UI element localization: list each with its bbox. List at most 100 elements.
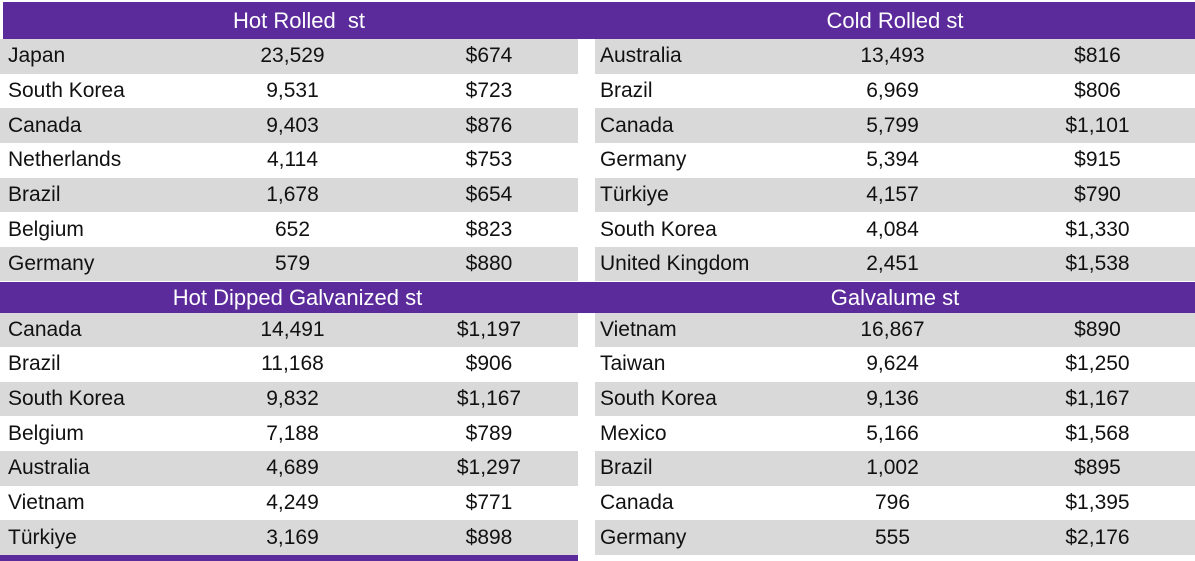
price-cell: $1,197: [456, 317, 522, 341]
price-cell: $790: [1074, 182, 1121, 206]
table-row: Vietnam 4,249 $771 Canada 796 $1,395: [0, 485, 1195, 521]
table-row: Japan 23,529 $674 Australia 13,493 $816: [0, 39, 1195, 74]
table-row: Belgium 7,188 $789 Mexico 5,166 $1,568: [0, 416, 1195, 452]
table-row: Brazil 11,168 $906 Taiwan 9,624 $1,250: [0, 347, 1195, 382]
hot-dipped-galvanized-row: Brazil 11,168 $906: [0, 347, 578, 382]
country-cell: South Korea: [600, 387, 717, 411]
country-cell: Brazil: [8, 182, 61, 206]
price-cell: $890: [1074, 317, 1121, 341]
table-row: Brazil 1,678 $654 Türkiye 4,157 $790: [0, 177, 1195, 213]
quantity-cell: 11,168: [261, 352, 324, 376]
country-cell: Taiwan: [600, 352, 666, 376]
price-cell: $906: [465, 352, 513, 376]
price-cell: $1,101: [1065, 113, 1130, 137]
galvalume-row: Mexico 5,166 $1,568: [595, 416, 1195, 451]
price-cell: $1,167: [456, 387, 522, 411]
galvalume-row: Brazil 1,002 $895: [595, 451, 1195, 486]
table-row: Türkiye 3,169 $898 Germany 555 $2,176: [0, 520, 1195, 555]
price-cell: $1,538: [1065, 252, 1130, 276]
table-gap: [578, 381, 595, 417]
table-gap: [578, 73, 595, 109]
quantity-cell: 9,403: [266, 113, 319, 137]
quantity-cell: 4,689: [266, 456, 319, 480]
price-cell: $898: [465, 525, 513, 549]
quantity-cell: 7,188: [266, 421, 319, 445]
hot-rolled-row: Belgium 652 $823: [0, 212, 578, 247]
country-cell: Türkiye: [600, 182, 669, 206]
quantity-cell: 4,249: [266, 491, 319, 515]
quantity-cell: 555: [874, 525, 911, 549]
quantity-cell: 1,678: [266, 182, 319, 206]
table-gap: [578, 39, 595, 74]
rows-block-top: Japan 23,529 $674 Australia 13,493 $816 South …: [0, 39, 1195, 282]
country-cell: Belgium: [8, 217, 84, 241]
price-cell: $771: [465, 491, 513, 515]
price-cell: $816: [1074, 44, 1121, 68]
price-cell: $806: [1074, 78, 1121, 102]
country-cell: Vietnam: [8, 491, 85, 515]
quantity-cell: 579: [274, 252, 311, 276]
country-cell: Belgium: [8, 421, 84, 445]
country-cell: Brazil: [600, 78, 653, 102]
country-cell: Australia: [600, 44, 682, 68]
country-cell: Brazil: [600, 456, 653, 480]
quantity-cell: 13,493: [860, 44, 925, 68]
price-cell: $1,395: [1065, 491, 1130, 515]
quantity-cell: 5,799: [866, 113, 919, 137]
table-gap: [578, 246, 595, 282]
price-cell: $880: [465, 252, 513, 276]
quantity-cell: 9,624: [866, 352, 919, 376]
quantity-cell: 9,832: [266, 387, 319, 411]
table-row: Germany 579 $880 United Kingdom 2,451 $1,538: [0, 246, 1195, 282]
quantity-cell: 16,867: [860, 317, 925, 341]
table-gap: [578, 212, 595, 247]
table-row: South Korea 9,832 $1,167 South Korea 9,136 $1…: [0, 381, 1195, 417]
quantity-cell: 796: [874, 491, 911, 515]
price-cell: $823: [465, 217, 513, 241]
country-cell: United Kingdom: [600, 252, 750, 276]
hot-rolled-row: Germany 579 $880: [0, 246, 578, 282]
price-cell: $1,167: [1065, 387, 1130, 411]
hot-rolled-row: Canada 9,403 $876: [0, 108, 578, 143]
hot-dipped-galvanized-row: Vietnam 4,249 $771: [0, 486, 578, 521]
hot-dipped-galvanized-row: Türkiye 3,169 $898: [0, 520, 578, 555]
section-title-galvalume: Galvalume st: [830, 284, 960, 310]
quantity-cell: 14,491: [260, 317, 325, 341]
galvalume-row: Germany 555 $2,176: [595, 520, 1195, 555]
price-cell: $876: [465, 113, 513, 137]
country-cell: Canada: [8, 317, 82, 341]
hot-dipped-galvanized-row: South Korea 9,832 $1,167: [0, 381, 578, 417]
country-cell: Australia: [8, 456, 90, 480]
cold-rolled-row: Brazil 6,969 $806: [595, 74, 1195, 109]
quantity-cell: 3,169: [266, 525, 319, 549]
table-gap: [578, 347, 595, 382]
header-band-middle: Hot Dipped Galvanized st Galvalume st: [0, 281, 1195, 313]
country-cell: Germany: [600, 525, 687, 549]
price-cell: $1,568: [1065, 421, 1130, 445]
price-cell: $674: [465, 44, 513, 68]
quantity-cell: 5,166: [866, 421, 919, 445]
table-row: Belgium 652 $823 South Korea 4,084 $1,330: [0, 212, 1195, 247]
header-band-top: Hot Rolled st Cold Rolled st: [3, 2, 1195, 39]
cold-rolled-row: United Kingdom 2,451 $1,538: [595, 246, 1195, 282]
quantity-cell: 652: [274, 217, 311, 241]
cold-rolled-row: Türkiye 4,157 $790: [595, 177, 1195, 213]
table-gap: [578, 416, 595, 452]
hot-dipped-galvanized-row: Canada 14,491 $1,197: [0, 312, 578, 348]
country-cell: Türkiye: [8, 525, 77, 549]
galvalume-row: South Korea 9,136 $1,167: [595, 381, 1195, 417]
country-cell: Canada: [600, 491, 674, 515]
price-cell: $753: [465, 148, 513, 172]
hot-dipped-galvanized-row: Australia 4,689 $1,297: [0, 451, 578, 486]
country-cell: Mexico: [600, 421, 667, 445]
price-cell: $2,176: [1065, 525, 1130, 549]
quantity-cell: 1,002: [866, 456, 919, 480]
table-row: Canada 14,491 $1,197 Vietnam 16,867 $890: [0, 312, 1195, 348]
table-row: Canada 9,403 $876 Canada 5,799 $1,101: [0, 108, 1195, 143]
country-cell: South Korea: [600, 217, 717, 241]
price-cell: $654: [465, 182, 513, 206]
section-title-cold-rolled: Cold Rolled st: [826, 8, 964, 33]
quantity-cell: 5,394: [866, 148, 919, 172]
hot-rolled-row: South Korea 9,531 $723: [0, 74, 578, 109]
table-gap: [578, 520, 595, 555]
